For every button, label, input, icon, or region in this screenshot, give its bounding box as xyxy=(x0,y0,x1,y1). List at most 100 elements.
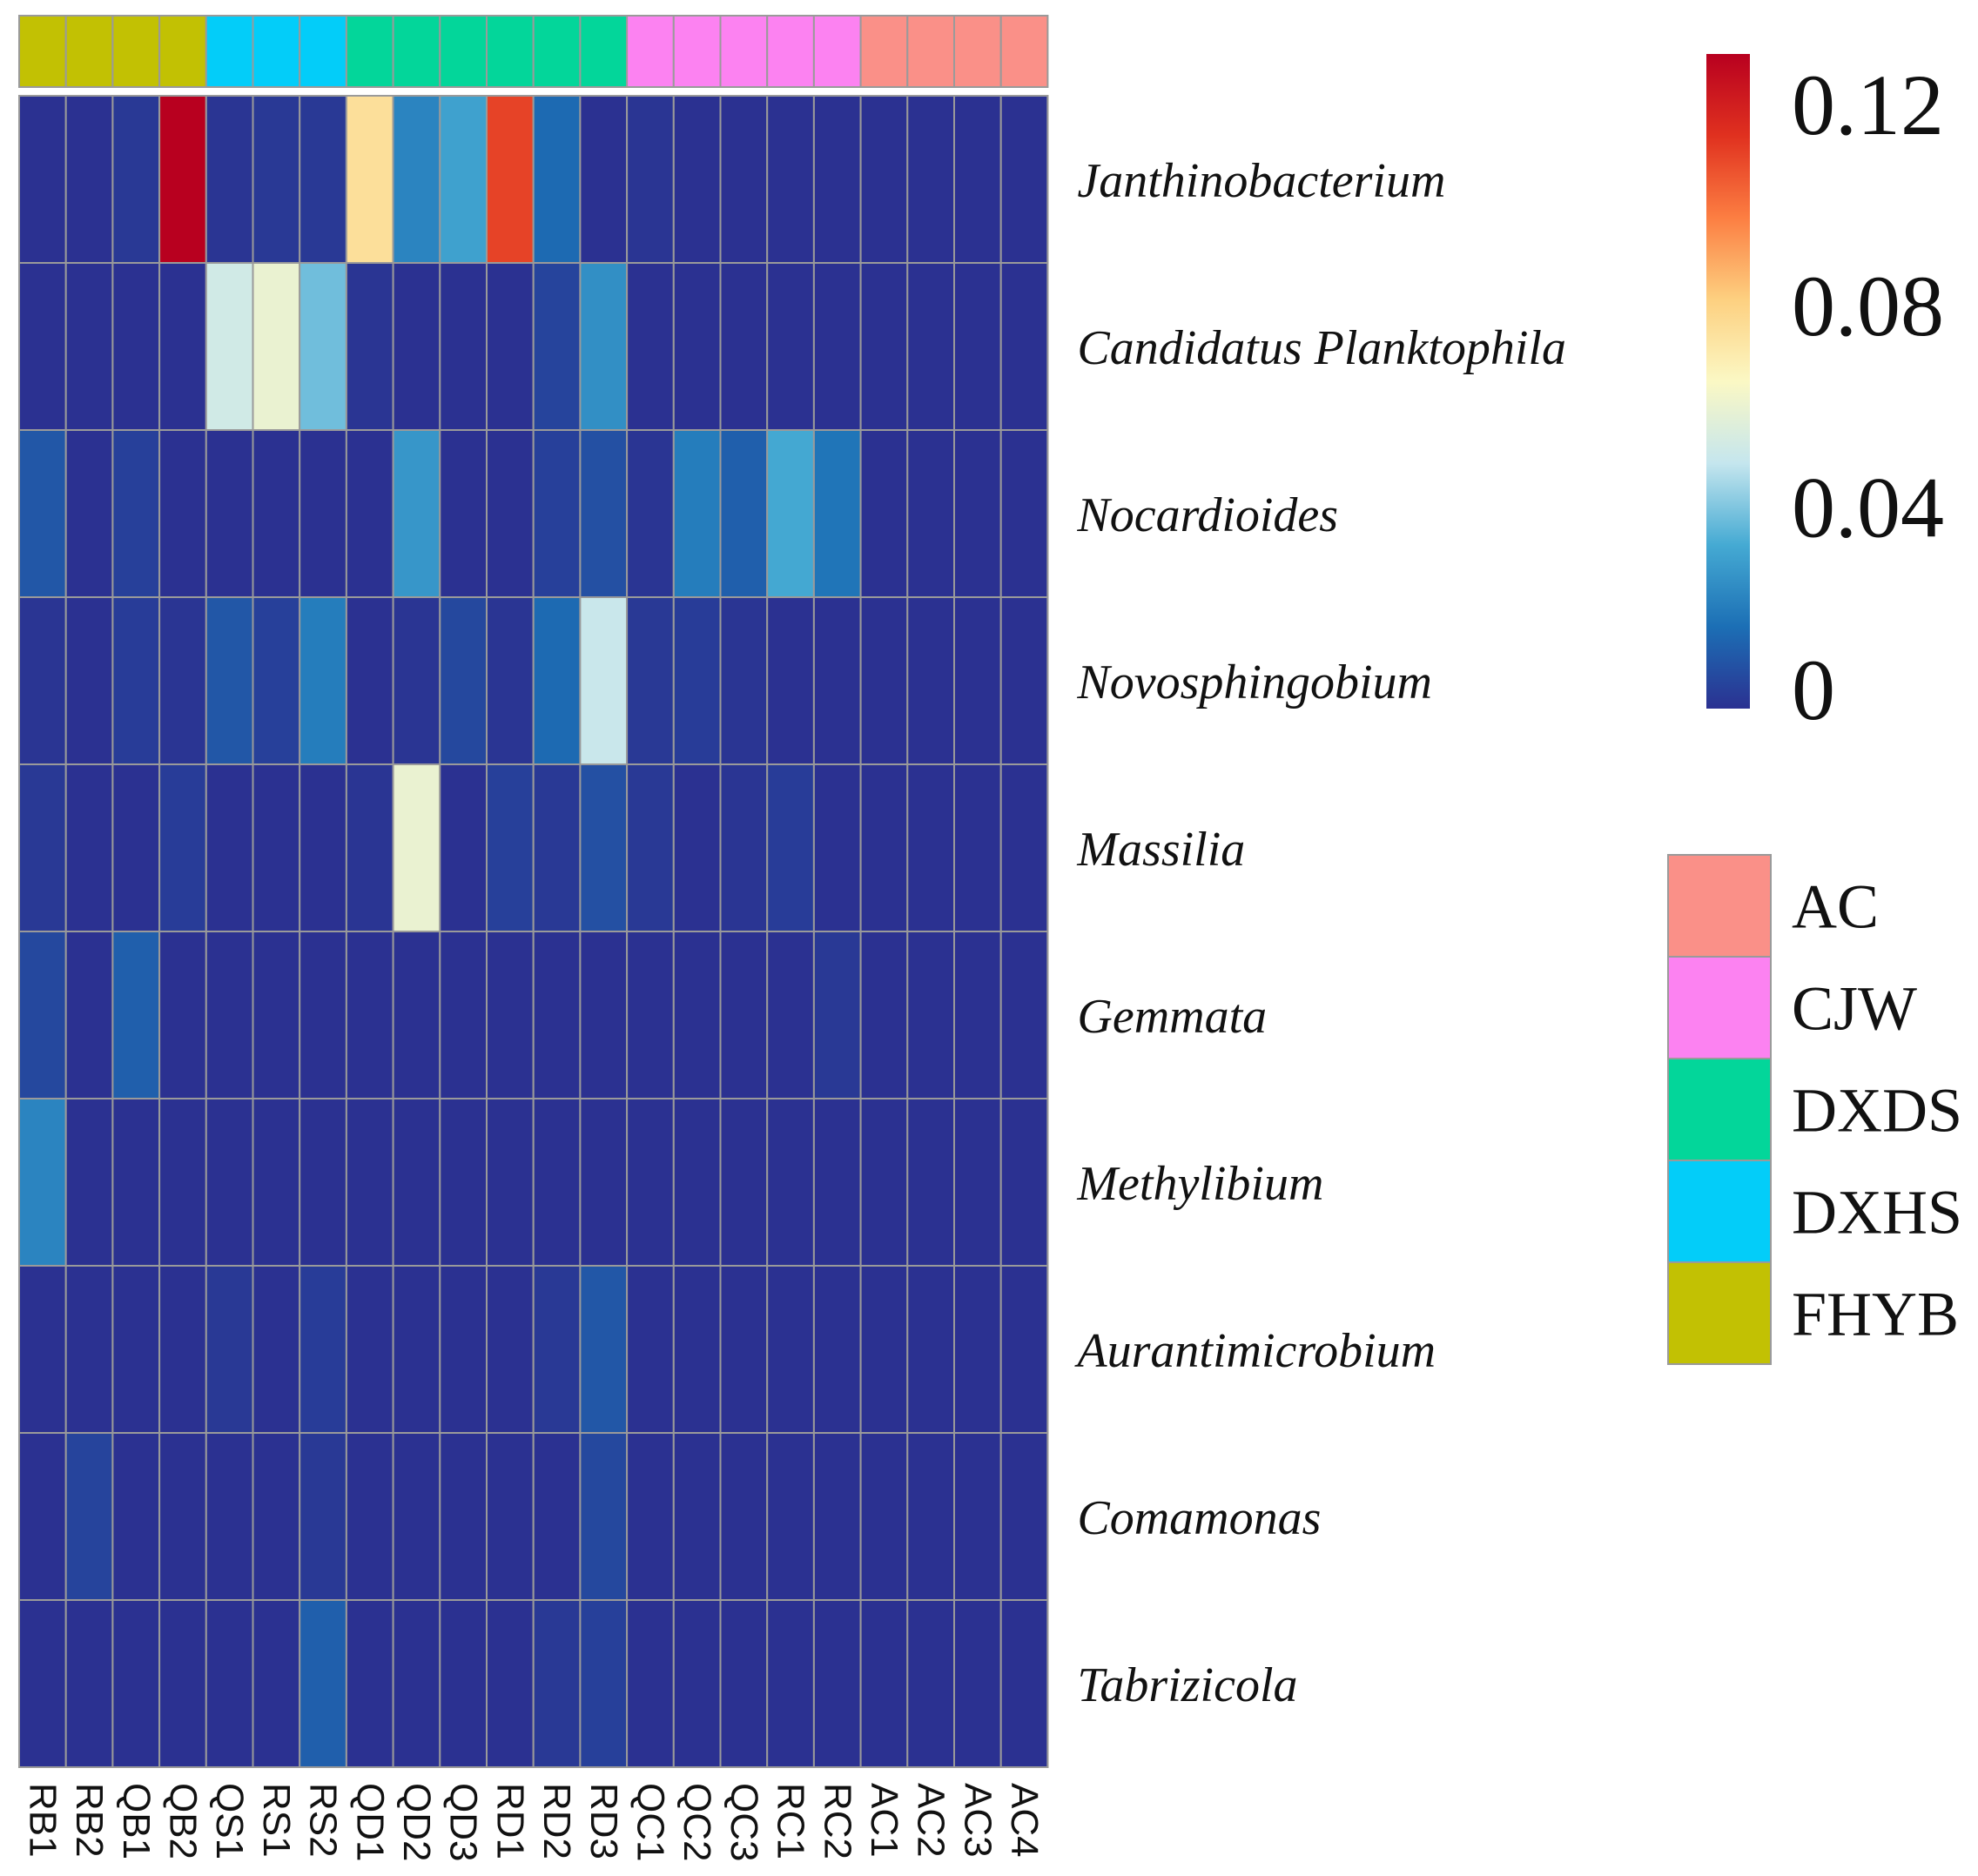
cell-nocardioides-qd1 xyxy=(345,429,394,598)
cell-massilia-rd2 xyxy=(532,763,582,932)
cell-gemmata-rc1 xyxy=(766,931,815,1099)
legend-swatch-dxds xyxy=(1667,1058,1772,1161)
cell-candidatus-planktophila-rd1 xyxy=(486,262,535,431)
cell-nocardioides-rb2 xyxy=(64,429,114,598)
sample-label-ac1: AC1 xyxy=(863,1783,905,1858)
cell-tabrizicola-qc2 xyxy=(672,1599,722,1768)
sample-label-rc2: RC2 xyxy=(816,1783,858,1859)
group-cell-rd1 xyxy=(486,15,535,88)
cell-janthinobacterium-ac1 xyxy=(859,95,909,264)
cell-novosphingobium-ac1 xyxy=(859,596,909,765)
cell-candidatus-planktophila-qc2 xyxy=(672,262,722,431)
cell-aurantimicrobium-qc1 xyxy=(626,1265,675,1434)
cell-janthinobacterium-ac2 xyxy=(906,95,956,264)
cell-gemmata-rb2 xyxy=(64,931,114,1099)
cell-novosphingobium-rs2 xyxy=(299,596,347,765)
legend-swatch-dxhs xyxy=(1667,1160,1772,1263)
cell-candidatus-planktophila-rs2 xyxy=(299,262,347,431)
cell-massilia-qs1 xyxy=(205,763,254,932)
cell-nocardioides-rc2 xyxy=(812,429,862,598)
group-cell-ac2 xyxy=(906,15,956,88)
cell-janthinobacterium-qd1 xyxy=(345,95,394,264)
cell-methylibium-qc1 xyxy=(626,1098,675,1267)
cell-nocardioides-rs2 xyxy=(299,429,347,598)
genus-label-nocardioides: Nocardioides xyxy=(1076,488,1338,542)
cell-aurantimicrobium-rd2 xyxy=(532,1265,582,1434)
cell-massilia-rs2 xyxy=(299,763,347,932)
cell-massilia-rb1 xyxy=(18,763,67,932)
cell-aurantimicrobium-rs1 xyxy=(252,1265,301,1434)
genus-label-novosphingobium: Novosphingobium xyxy=(1076,656,1432,709)
cell-methylibium-rd1 xyxy=(486,1098,535,1267)
color-scale-tick-0: 0 xyxy=(1792,642,1835,738)
cell-methylibium-qb1 xyxy=(111,1098,161,1267)
legend-label-dxds: DXDS xyxy=(1792,1076,1962,1146)
cell-gemmata-rs2 xyxy=(299,931,347,1099)
cell-candidatus-planktophila-rc2 xyxy=(812,262,862,431)
cell-methylibium-rd2 xyxy=(532,1098,582,1267)
cell-nocardioides-rs1 xyxy=(252,429,301,598)
cell-methylibium-rc1 xyxy=(766,1098,815,1267)
sample-label-rb2: RB2 xyxy=(68,1783,111,1858)
cell-tabrizicola-rb1 xyxy=(18,1599,67,1768)
cell-tabrizicola-rc1 xyxy=(766,1599,815,1768)
cell-massilia-qc2 xyxy=(672,763,722,932)
cell-methylibium-rd3 xyxy=(579,1098,629,1267)
cell-tabrizicola-qb1 xyxy=(111,1599,161,1768)
cell-tabrizicola-qc1 xyxy=(626,1599,675,1768)
cell-janthinobacterium-ac4 xyxy=(999,95,1049,264)
cell-comamonas-ac3 xyxy=(953,1432,1002,1601)
cell-massilia-qb2 xyxy=(158,763,207,932)
cell-nocardioides-ac3 xyxy=(953,429,1002,598)
genus-label-comamonas: Comamonas xyxy=(1077,1491,1321,1545)
cell-nocardioides-rb1 xyxy=(18,429,67,598)
cell-comamonas-rc2 xyxy=(812,1432,862,1601)
cell-nocardioides-ac4 xyxy=(999,429,1049,598)
group-cell-rd2 xyxy=(532,15,582,88)
cell-candidatus-planktophila-rd2 xyxy=(532,262,582,431)
cell-massilia-rs1 xyxy=(252,763,301,932)
group-cell-rb1 xyxy=(18,15,67,88)
cell-gemmata-rs1 xyxy=(252,931,301,1099)
sample-label-rd3: RD3 xyxy=(582,1783,625,1859)
genus-label-tabrizicola: Tabrizicola xyxy=(1077,1658,1297,1712)
cell-candidatus-planktophila-ac4 xyxy=(999,262,1049,431)
cell-candidatus-planktophila-rb1 xyxy=(18,262,67,431)
genus-label-aurantimicrobium: Aurantimicrobium xyxy=(1073,1324,1436,1378)
cell-janthinobacterium-qd3 xyxy=(439,95,488,264)
cell-novosphingobium-qd1 xyxy=(345,596,394,765)
cell-massilia-rc1 xyxy=(766,763,815,932)
cell-gemmata-ac3 xyxy=(953,931,1002,1099)
group-cell-qc1 xyxy=(626,15,675,88)
cell-comamonas-rd3 xyxy=(579,1432,629,1601)
cell-candidatus-planktophila-qs1 xyxy=(205,262,254,431)
genus-label-gemmata: Gemmata xyxy=(1077,990,1267,1044)
cell-aurantimicrobium-ac2 xyxy=(906,1265,956,1434)
cell-novosphingobium-rd1 xyxy=(486,596,535,765)
sample-label-rs1: RS1 xyxy=(255,1783,298,1858)
legend-swatch-fhyb xyxy=(1667,1261,1772,1365)
cell-tabrizicola-ac3 xyxy=(953,1599,1002,1768)
cell-gemmata-rd2 xyxy=(532,931,582,1099)
cell-massilia-ac2 xyxy=(906,763,956,932)
cell-massilia-ac3 xyxy=(953,763,1002,932)
cell-gemmata-ac2 xyxy=(906,931,956,1099)
cell-janthinobacterium-qc2 xyxy=(672,95,722,264)
legend-swatch-cjw xyxy=(1667,956,1772,1059)
cell-nocardioides-ac1 xyxy=(859,429,909,598)
cell-janthinobacterium-rc1 xyxy=(766,95,815,264)
cell-methylibium-qd3 xyxy=(439,1098,488,1267)
cell-methylibium-qs1 xyxy=(205,1098,254,1267)
legend-swatch-ac xyxy=(1667,854,1772,958)
cell-janthinobacterium-ac3 xyxy=(953,95,1002,264)
cell-aurantimicrobium-qd3 xyxy=(439,1265,488,1434)
cell-aurantimicrobium-ac4 xyxy=(999,1265,1049,1434)
group-cell-rc1 xyxy=(766,15,815,88)
group-cell-qb2 xyxy=(158,15,207,88)
cell-janthinobacterium-rs1 xyxy=(252,95,301,264)
genus-label-candidatus-planktophila: Candidatus Planktophila xyxy=(1077,321,1566,375)
cell-gemmata-qs1 xyxy=(205,931,254,1099)
cell-aurantimicrobium-qd1 xyxy=(345,1265,394,1434)
legend-label-dxhs: DXHS xyxy=(1792,1178,1962,1247)
